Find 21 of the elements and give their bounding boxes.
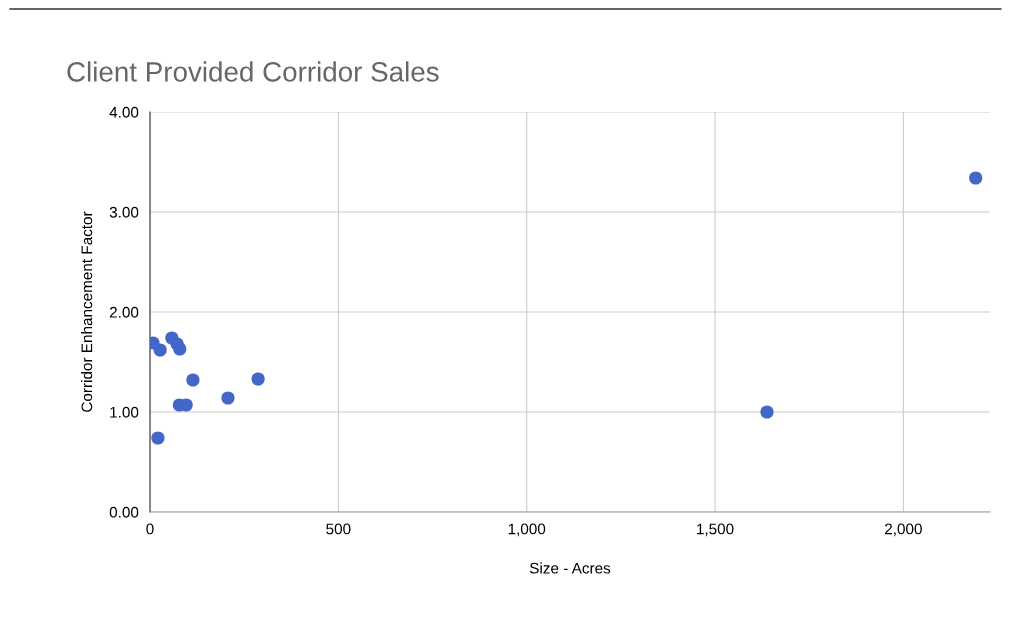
x-axis-title: Size - Acres bbox=[529, 562, 611, 574]
y-tick-label: 1.00 bbox=[110, 406, 139, 418]
x-tick-label: 2,000 bbox=[885, 523, 922, 537]
y-tick-label: 3.00 bbox=[109, 206, 139, 218]
point bbox=[969, 171, 983, 185]
y-tick-label: 0.00 bbox=[109, 506, 139, 518]
point bbox=[251, 372, 265, 386]
point bbox=[173, 342, 187, 356]
x-tick-label: 0 bbox=[146, 523, 154, 535]
x-tick-label: 1,000 bbox=[508, 523, 546, 537]
x-tick-label: 500 bbox=[326, 523, 351, 535]
x-tick-label: 1,500 bbox=[697, 523, 734, 537]
point bbox=[153, 343, 167, 357]
point bbox=[186, 373, 200, 387]
point bbox=[221, 391, 235, 405]
chart-title: Client Provided Corridor Sales bbox=[67, 61, 439, 82]
y-tick-label: 4.00 bbox=[109, 106, 139, 118]
point bbox=[151, 431, 165, 445]
point bbox=[760, 405, 774, 419]
y-tick-label: 2.00 bbox=[109, 306, 139, 318]
y-axis-title: Corridor Enhancement Factor bbox=[81, 211, 93, 412]
